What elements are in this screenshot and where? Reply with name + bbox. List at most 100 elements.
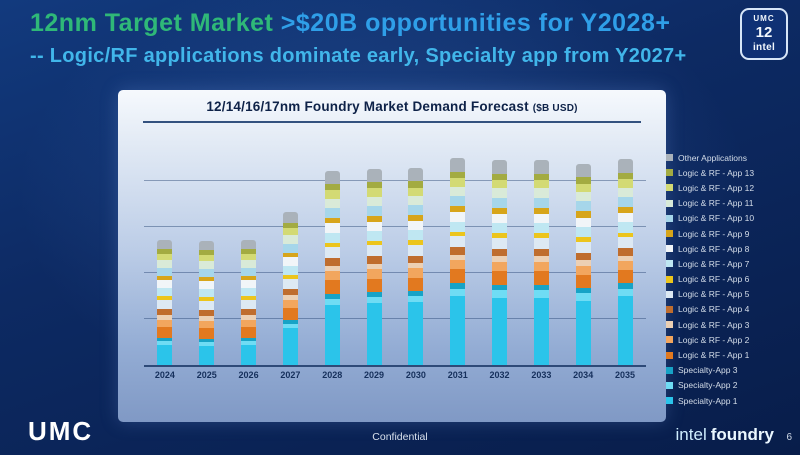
bar-segment [617,261,633,271]
bar-segment [408,296,424,303]
bar-segment [575,287,591,294]
bar-segment [492,271,508,285]
legend-swatch [666,230,673,238]
bar-segment [199,254,215,262]
bar-segment [533,223,549,234]
bar-segment [324,294,340,299]
bar-column [186,135,228,365]
bar-segment [533,249,549,257]
legend-swatch [666,260,673,268]
legend-item: Logic & RF - App 7 [666,256,798,271]
bar-segment [199,276,215,282]
bar-segment [533,188,549,198]
bar-segment [324,298,340,306]
bar-segment [199,240,215,251]
bar-segment [366,269,382,279]
bar-segment [533,261,549,272]
bar-segment [617,206,633,214]
bar-segment [157,287,173,297]
bar-segment [157,344,173,365]
bar-segment [533,214,549,224]
bar-segment [617,213,633,223]
bar-segment [199,296,215,301]
chart-title-text: 12/14/16/17nm Foundry Market Demand Fore… [206,99,529,114]
bar-segment [324,207,340,218]
bar-column [228,135,270,365]
bar-segment [324,271,340,281]
bar-segment [408,239,424,245]
bar-segment [617,196,633,207]
bar-segment [575,300,591,365]
bar-segment [324,280,340,295]
bar-segment [282,319,298,324]
bar-segment [450,254,466,261]
gridline [144,272,646,273]
bar-segment [282,265,298,275]
bar-segment [575,260,591,266]
bar-segment [617,288,633,296]
bar-segment [450,212,466,222]
bar-segment [282,222,298,229]
bar-segment [617,283,633,289]
bar-segment [408,181,424,188]
bar-segment [157,341,173,345]
bar-segment [492,159,508,174]
bar-segment [575,211,591,218]
bar-segment [450,260,466,270]
bar-segment [575,293,591,301]
bar-segment [408,302,424,365]
legend-label: Logic & RF - App 9 [678,228,750,239]
bar-segment [366,278,382,293]
x-axis-labels: 2024 2025 2026 2027 2028 2029 2030 2031 2032 2033… [144,370,646,380]
bar-segment [366,263,382,270]
x-tick-label: 2025 [196,370,217,380]
badge-umc-label: UMC [753,14,775,23]
legend-label: Logic & RF - App 10 [678,213,755,224]
bar-segment [199,268,215,277]
legend-label: Logic & RF - App 4 [678,304,750,315]
bar-segment [199,316,215,321]
slide-title: 12nm Target Market >$20B opportunities f… [30,8,686,39]
bar-segment [492,249,508,257]
slide-title-opportunity: >$20B opportunities for Y2028+ [280,9,671,37]
legend-swatch [666,184,673,192]
bar-segment [492,238,508,250]
confidential-label: Confidential [372,431,428,443]
bar-segment [157,267,173,276]
legend-item: Logic & RF - App 4 [666,302,798,317]
slide-title-market: 12nm Target Market [30,9,274,37]
legend-swatch [666,366,673,374]
bar-column [479,135,521,365]
legend-swatch [666,305,673,313]
bar-segment [366,188,382,197]
bar-segment [492,207,508,215]
bar-segment [324,198,340,208]
bar-column [437,135,479,365]
x-tick-label: 2030 [405,370,426,380]
x-tick-label: 2033 [531,370,552,380]
legend-label: Specialty-App 2 [678,380,738,391]
legend-item: Logic & RF - App 8 [666,241,798,256]
bar-segment [408,195,424,206]
legend-label: Logic & RF - App 13 [678,167,755,178]
bar-segment [575,192,591,202]
page-number: 6 [786,432,792,443]
legend-item: Logic & RF - App 3 [666,317,798,332]
bar-segment [199,320,215,329]
legend-item: Specialty-App 1 [666,393,798,408]
bar-segment [199,261,215,269]
bar-segment [492,188,508,198]
legend-label: Logic & RF - App 11 [678,198,754,209]
bar-segment [408,168,424,182]
bar-segment [366,196,382,206]
bar-segment [408,215,424,221]
bar-segment [324,265,340,272]
bar-segment [241,319,257,328]
bar-segment [282,257,298,266]
umc-logo: UMC [28,416,94,446]
bar-segment [575,217,591,228]
bar-segment [408,220,424,230]
bar-segment [533,297,549,365]
gridline [144,318,646,319]
intel-foundry-logo: intel foundry [676,425,774,445]
